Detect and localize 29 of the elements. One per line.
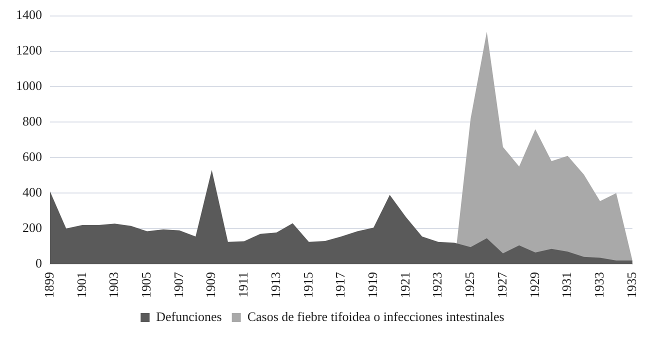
y-tick-label: 600 [22, 149, 42, 164]
x-tick-label: 1933 [591, 272, 606, 298]
x-tick-label: 1903 [106, 272, 122, 298]
x-tick-label: 1913 [268, 272, 283, 298]
y-tick-label: 800 [22, 114, 42, 129]
x-tick-label: 1907 [170, 272, 186, 298]
x-tick-label: 1931 [559, 272, 574, 298]
x-tick-label: 1917 [332, 272, 348, 298]
y-tick-label: 0 [36, 255, 42, 270]
x-tick-label: 1915 [300, 272, 316, 298]
x-tick-label: 1909 [203, 272, 218, 298]
legend-label: Defunciones [156, 308, 222, 324]
y-tick-label: 1000 [16, 78, 42, 94]
y-tick-label: 200 [22, 220, 42, 235]
y-tick-label: 1400 [16, 7, 42, 22]
x-tick-label: 1923 [430, 272, 445, 298]
x-tick-label: 1905 [138, 272, 154, 298]
x-tick-label: 1919 [364, 272, 380, 298]
x-tick-label: 1927 [494, 272, 510, 298]
x-tick-label: 1901 [74, 272, 89, 298]
x-tick-label: 1935 [624, 272, 639, 298]
x-tick-label: 1911 [236, 272, 251, 298]
x-tick-label: 1899 [41, 272, 56, 298]
legend-label: Casos de fiebre tifoidea o infecciones intestinales [247, 308, 504, 324]
x-tick-label: 1929 [526, 272, 542, 298]
y-tick-label: 400 [22, 184, 42, 200]
y-tick-label: 1200 [16, 42, 42, 58]
x-tick-label: 1925 [462, 272, 478, 298]
x-tick-label: 1921 [397, 272, 412, 298]
